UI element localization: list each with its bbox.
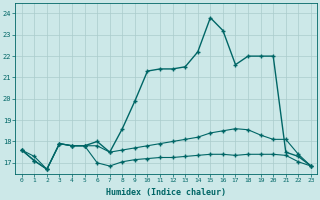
X-axis label: Humidex (Indice chaleur): Humidex (Indice chaleur) — [106, 188, 226, 197]
